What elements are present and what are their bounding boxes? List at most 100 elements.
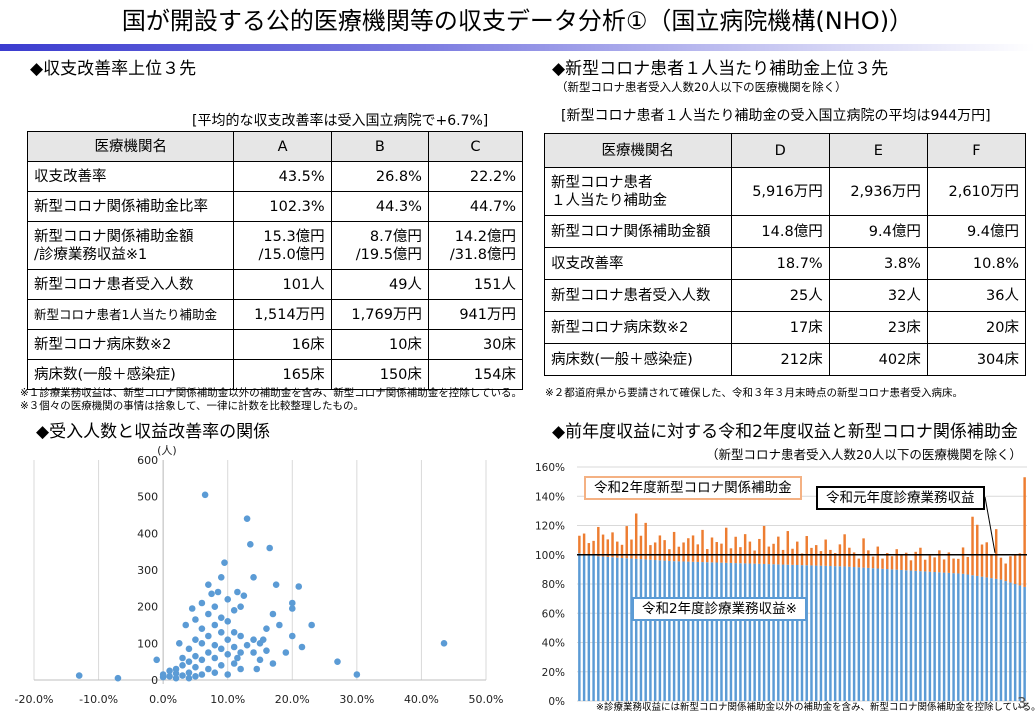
subsidy-bar: [1018, 553, 1022, 586]
revenue-bar: [957, 573, 960, 701]
bar-chart: 0% 20% 40% 60% 80% 100% 120% 140% 160%: [535, 462, 1027, 708]
subsidy-bar: [734, 536, 737, 564]
subsidy-bar: [611, 532, 614, 558]
scatter-point: [276, 621, 283, 629]
scatter-point: [198, 625, 206, 632]
scatter-x-tick-label: 0.0%: [149, 693, 177, 706]
subsidy-series-label: 令和2年度新型コロナ関係補助金: [584, 476, 802, 500]
right-table-cell: 18.7%: [730, 247, 830, 280]
bar-chart-y-tick-label: 160%: [535, 462, 565, 474]
right-table-cell: 17床: [730, 311, 830, 344]
left-table-cell: 941万円: [427, 299, 524, 330]
revenue-bar: [980, 576, 984, 701]
right-table-cell: 32人: [828, 279, 928, 312]
left-table-cell: 102.3%: [233, 191, 332, 222]
left-average-note: [平均的な収支改善率は受入国立病院で+6.7%]: [192, 113, 489, 129]
left-table-row: 新型コロナ関係補助金比率 102.3% 44.3% 44.7%: [26, 191, 524, 222]
scatter-point: [211, 669, 219, 676]
scatter-title: ◆受入人数と収益改善率の関係: [36, 422, 271, 442]
scatter-x-tick-label: 40.0%: [404, 693, 439, 706]
scatter-point: [198, 640, 206, 647]
scatter-point: [263, 647, 270, 654]
subsidy-bar: [942, 559, 946, 573]
left-table-cell: 30床: [427, 329, 524, 360]
left-table-cell: 22.2%: [427, 161, 524, 192]
subsidy-bar: [990, 554, 993, 579]
scatter-point: [224, 596, 232, 603]
scatter-y-unit: (人): [157, 444, 177, 457]
subsidy-bar: [976, 524, 979, 576]
footnote-1: ※１診療業務収益は、新型コロナ関係補助金以外の補助金を含み、新型コロナ関係補助金…: [20, 387, 522, 399]
left-table-cell: 101人: [233, 269, 332, 300]
scatter-point: [217, 629, 225, 636]
scatter-point: [208, 590, 215, 598]
right-table-header-cell: F: [926, 133, 1027, 168]
revenue-bar: [630, 558, 633, 701]
scatter-point: [192, 636, 199, 643]
scatter-point: [230, 629, 238, 636]
right-table-row-label: 新型コロナ患者 １人当たり補助金: [544, 167, 732, 216]
left-table-row: 新型コロナ関係補助金額/診療業務収益※1 15.3億円/15.0億円 8.7億円/1…: [26, 221, 524, 270]
subsidy-bar: [781, 549, 785, 565]
footnote-3: ※３個々の医療機関の事情は捨象して、一律に計数を比較整理したもの。: [20, 400, 364, 412]
subsidy-bar: [710, 537, 714, 563]
scatter-point: [185, 645, 193, 653]
bar-chart-subtitle: （新型コロナ患者受入人数20人以下の医療機関を除く）: [706, 447, 1022, 462]
scatter-point: [179, 654, 186, 662]
scatter-point: [224, 636, 232, 643]
right-table-row: 新型コロナ患者受入人数 25人 32人 36人: [544, 279, 1027, 312]
subsidy-bar: [947, 552, 951, 573]
revenue-bar: [724, 562, 728, 701]
scatter-y-tick-label: 500: [137, 491, 158, 504]
revenue-bar: [857, 567, 861, 701]
revenue-bar: [668, 560, 671, 701]
scatter-point: [166, 673, 173, 680]
scatter-point: [211, 654, 219, 662]
subsidy-bar: [833, 552, 837, 567]
right-table-row: 新型コロナ病床数※2 17床 23床 20床: [544, 311, 1027, 344]
subsidy-bar: [715, 542, 718, 563]
scatter-point: [198, 671, 206, 678]
scatter-point: [214, 588, 222, 596]
revenue-bar: [743, 563, 747, 701]
revenue-bar: [587, 554, 591, 701]
revenue-bar: [824, 565, 827, 701]
right-table-cell: 14.8億円: [730, 215, 830, 248]
revenue-bar: [796, 564, 799, 701]
subsidy-bar: [644, 522, 647, 560]
scatter-point: [263, 625, 270, 632]
scatter-point: [182, 621, 190, 629]
subsidy-bar: [762, 525, 766, 564]
right-table-header-cell: E: [828, 133, 928, 168]
scatter-point: [256, 656, 264, 664]
right-table-header-row: 医療機関名 D E F: [544, 133, 1027, 168]
subsidy-bar: [923, 559, 927, 572]
scatter-point: [217, 662, 225, 669]
scatter-point: [179, 672, 186, 679]
subsidy-bar: [743, 534, 747, 564]
scatter-point: [237, 603, 244, 610]
revenue-bar: [914, 570, 917, 701]
right-table-row: 病床数(一般＋感染症) 212床 402床 304床: [544, 343, 1027, 376]
subsidy-bar: [620, 544, 624, 558]
left-table-cell: 15.3億円/15.0億円: [233, 221, 332, 270]
revenue-bar: [810, 565, 813, 701]
scatter-point: [234, 588, 241, 596]
revenue-bar: [772, 564, 775, 701]
right-section-heading: ◆新型コロナ患者１人当たり補助金上位３先: [552, 59, 889, 79]
scatter-x-tick-label: -20.0%: [15, 693, 54, 706]
right-table-cell: 3.8%: [828, 247, 928, 280]
subsidy-bar: [829, 549, 832, 567]
subsidy-bar: [819, 551, 823, 566]
bar-chart-title: ◆前年度収益に対する令和2年度収益と新型コロナ関係補助金: [552, 422, 1018, 442]
scatter-point: [230, 643, 238, 651]
subsidy-bar: [805, 536, 808, 566]
scatter-point: [259, 636, 267, 643]
bar-chart-y-tick-label: 140%: [535, 491, 565, 503]
revenue-bar: [753, 563, 756, 701]
revenue-bar: [781, 564, 785, 701]
subsidy-bar: [796, 541, 799, 565]
revenue-bar: [862, 567, 865, 701]
subsidy-bar: [857, 558, 861, 568]
subsidy-bar: [606, 539, 610, 557]
